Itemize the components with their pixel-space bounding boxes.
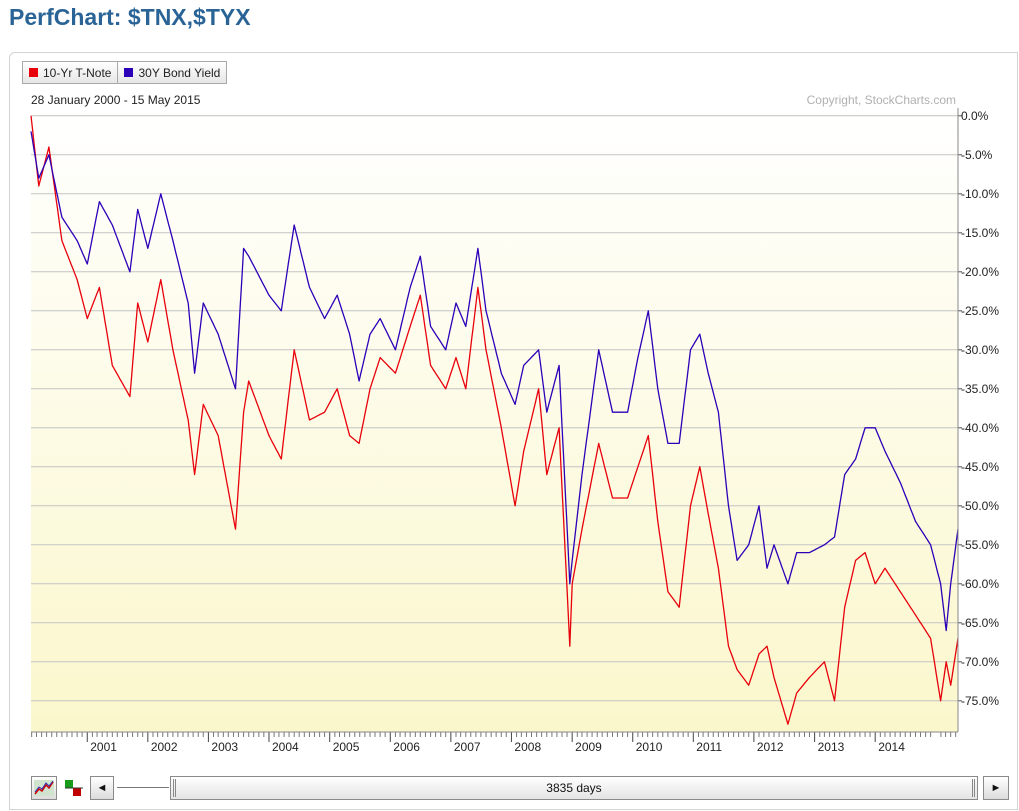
x-tick-label: 2011: [696, 740, 722, 754]
slider-right-handle[interactable]: [972, 779, 975, 797]
legend-item-10yr[interactable]: 10-Yr T-Note: [22, 61, 119, 84]
y-tick-label: -15.0%: [961, 226, 999, 240]
series-line-10yr: [30, 115, 959, 725]
chart-type-button[interactable]: [31, 776, 57, 800]
y-tick-label: -50.0%: [961, 499, 999, 513]
y-tick-label: -35.0%: [961, 382, 999, 396]
copyright-text: Copyright, StockCharts.com: [806, 93, 956, 107]
y-tick-label: -70.0%: [961, 655, 999, 669]
legend-label-10yr: 10-Yr T-Note: [43, 65, 112, 80]
slider-days-label: 3835 days: [546, 781, 602, 795]
legend-swatch-10yr: [29, 68, 38, 77]
bar-toggle-icon: [65, 780, 83, 796]
x-tick-label: 2012: [757, 740, 784, 754]
x-tick-label: 2004: [272, 740, 299, 754]
y-tick-label: -20.0%: [961, 265, 999, 279]
y-tick-label: -10.0%: [961, 187, 999, 201]
x-tick-label: 2003: [211, 740, 238, 754]
plot-area: [31, 108, 958, 732]
legend: 10-Yr T-Note 30Y Bond Yield: [22, 61, 228, 84]
x-tick-label: 2008: [514, 740, 541, 754]
scroll-right-button[interactable]: ►: [983, 776, 1009, 800]
x-tick-label: 2009: [575, 740, 602, 754]
y-tick-label: -60.0%: [961, 577, 999, 591]
x-tick-label: 2013: [818, 740, 845, 754]
x-tick-label: 2010: [636, 740, 663, 754]
x-tick-label: 2002: [151, 740, 178, 754]
y-tick-label: -55.0%: [961, 538, 999, 552]
legend-swatch-30yr: [124, 68, 134, 77]
x-tick-label: 2014: [878, 740, 905, 754]
page-title: PerfChart: $TNX,$TYX: [9, 4, 251, 30]
x-tick-label: 2007: [454, 740, 481, 754]
y-tick-label: -45.0%: [961, 460, 999, 474]
y-tick-label: -75.0%: [961, 694, 999, 708]
legend-item-30yr[interactable]: 30Y Bond Yield: [118, 61, 228, 84]
x-tick-label: 2005: [333, 740, 360, 754]
y-tick-label: -25.0%: [961, 304, 999, 318]
y-tick-label: -5.0%: [961, 148, 993, 162]
y-tick-label: 0.0%: [961, 109, 989, 123]
x-tick-label: 2001: [90, 740, 117, 754]
slider-left-handle[interactable]: [173, 779, 176, 797]
x-tick-label: 2006: [393, 740, 420, 754]
y-tick-label: -40.0%: [961, 421, 999, 435]
range-slider[interactable]: 3835 days: [170, 776, 978, 800]
y-tick-label: -30.0%: [961, 343, 999, 357]
histogram-toggle-button[interactable]: [62, 776, 86, 800]
scroll-left-button[interactable]: ◄: [90, 776, 114, 800]
series-line-30yr: [30, 131, 959, 632]
date-range: 28 January 2000 - 15 May 2015: [31, 93, 201, 107]
line-chart-icon: [34, 780, 54, 796]
legend-label-30yr: 30Y Bond Yield: [138, 65, 221, 80]
slider-track: [117, 787, 169, 788]
y-tick-label: -65.0%: [961, 616, 999, 630]
